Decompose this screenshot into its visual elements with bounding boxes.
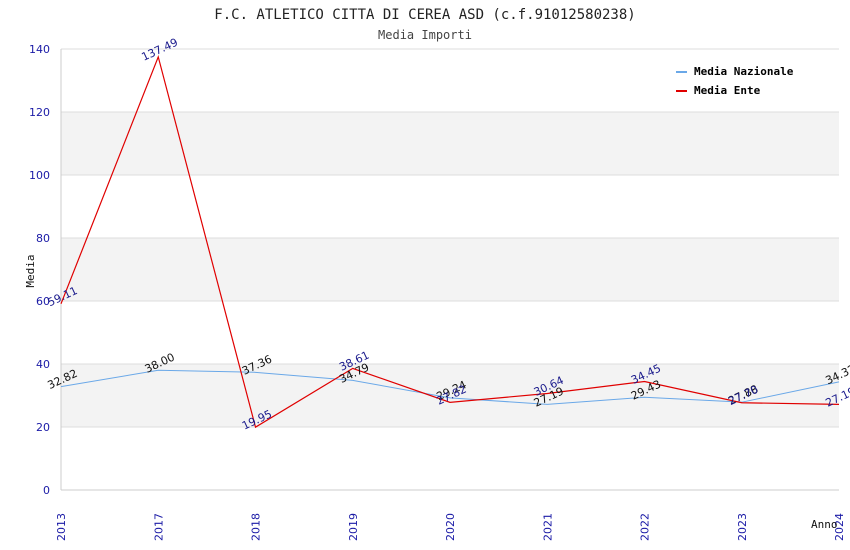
legend-label-media-ente: Media Ente — [694, 84, 761, 97]
axes — [60, 49, 839, 491]
chart-title: F.C. ATLETICO CITTA DI CEREA ASD (c.f.91… — [214, 7, 635, 23]
y-tick-label: 120 — [29, 106, 50, 119]
y-tick-labels: 0 20 40 60 80 100 120 140 — [29, 43, 50, 497]
x-tick-label: 2018 — [250, 513, 263, 541]
y-tick-label: 80 — [36, 232, 50, 245]
y-tick-label: 60 — [36, 295, 50, 308]
y-tick-label: 20 — [36, 421, 50, 434]
y-tick-label: 0 — [43, 484, 50, 497]
x-tick-labels: 2013 2017 2018 2019 2020 2021 2022 2023 2024 — [55, 513, 846, 541]
grid-band — [61, 112, 839, 175]
series-line-media-ente — [60, 54, 840, 429]
y-tick-label: 100 — [29, 169, 50, 182]
x-tick-label: 2013 — [55, 513, 68, 541]
series-line-media-nazionale — [60, 369, 840, 405]
y-axis-label: Media — [24, 254, 37, 287]
series-lines — [60, 54, 840, 429]
x-tick-label: 2021 — [541, 513, 554, 541]
legend: Media Nazionale Media Ente — [676, 65, 794, 97]
y-tick-label: 40 — [36, 358, 50, 371]
grid-band — [61, 238, 839, 301]
chart-subtitle: Media Importi — [378, 28, 472, 42]
x-tick-label: 2022 — [639, 513, 652, 541]
data-label: 137.49 — [140, 36, 180, 64]
grid-bands — [61, 112, 839, 427]
x-tick-label: 2019 — [347, 513, 360, 541]
x-tick-label: 2024 — [833, 513, 846, 541]
x-axis-label: Anno — [811, 518, 838, 531]
legend-label-media-nazionale: Media Nazionale — [694, 65, 794, 78]
y-tick-label: 140 — [29, 43, 50, 56]
x-tick-label: 2020 — [444, 513, 457, 541]
x-tick-label: 2023 — [736, 513, 749, 541]
x-tick-label: 2017 — [152, 513, 165, 541]
